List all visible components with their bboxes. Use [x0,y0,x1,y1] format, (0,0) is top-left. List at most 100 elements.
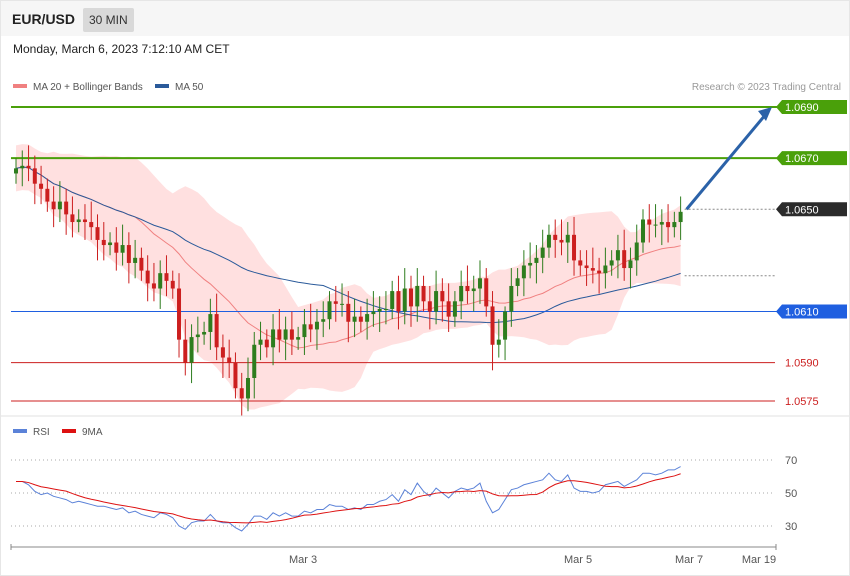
candle-body [503,311,508,340]
candle-body [477,278,482,289]
rsi-tick-label: 50 [785,488,797,500]
candle-body [509,285,514,312]
candle-body [446,301,451,317]
candle-body [615,250,620,261]
candle-body [271,329,276,348]
candle-body [390,291,395,309]
candle-body [314,321,319,330]
candle-body [659,222,664,225]
candle-body [214,314,219,348]
candle-body [70,214,75,223]
candle-body [39,183,44,189]
level-tag-pivot [776,304,847,319]
candle-body [164,273,169,281]
candle-body [490,306,495,345]
candle-body [327,301,332,320]
ma50-legend-label: MA 50 [175,82,204,93]
candle-body [139,257,144,271]
candle-body [534,257,539,263]
candle-body [95,227,100,240]
candle-body [170,280,175,289]
candle-body [515,278,520,286]
level-label: 1.0670 [785,153,819,165]
candle-body [409,288,414,307]
candle-body [208,314,213,332]
candle-body [434,291,439,312]
candle-body [634,242,639,261]
candle-body [452,301,457,317]
level-tag-resistance [776,151,847,166]
candle-body [120,245,125,253]
candle-body [584,265,589,269]
candle-body [396,291,401,312]
candle-body [183,339,188,363]
candle-body [340,303,345,305]
candle-body [151,283,156,289]
candle-body [258,339,263,345]
candle-body [114,242,119,253]
candle-body [108,242,113,246]
candle-body [57,201,62,210]
candle-body [421,285,426,302]
level-label: 1.0575 [785,396,819,408]
candle-body [578,260,583,266]
candle-body [628,260,633,269]
candle-body [672,222,677,228]
candle-body [377,308,382,312]
candle-body [45,188,50,202]
time-tick-label: Mar 19 [742,554,776,566]
candle-body [590,268,595,271]
symbol-title: EUR/USD [12,11,76,27]
candle-body [158,273,163,289]
candle-body [177,288,182,340]
bollinger-bands [15,144,681,410]
candle-body [459,285,464,302]
candle-body [678,211,683,223]
candle-body [641,219,645,243]
chart-datetime: Monday, March 6, 2023 7:12:10 AM CET [13,42,230,56]
candle-body [32,168,37,184]
candle-body [572,234,577,261]
candle-body [202,331,207,335]
time-axis: Mar 3 Mar 5 Mar 7 Mar 19 [10,544,777,566]
candle-body [609,260,614,266]
candle-body [277,329,282,340]
target-arrow-line [685,113,768,211]
candle-body [283,329,288,340]
candle-body [302,324,307,338]
level-tag-current [776,202,847,217]
candle-body [26,165,31,169]
timeframe-badge[interactable]: 30 MIN [83,8,134,32]
candle-body [321,319,326,322]
candle-body [245,377,250,399]
candle-body [352,316,357,322]
candle-body [189,337,194,363]
candle-body [145,270,150,284]
target-arrow-head [758,107,772,121]
candle-body [308,324,313,330]
candle-body [64,201,69,215]
time-tick-label: Mar 3 [289,554,317,566]
candlesticks [14,145,683,417]
candle-body [358,316,363,322]
candle-body [20,165,25,169]
candle-body [126,245,131,263]
rsi-tick-label: 30 [785,521,797,533]
ma20-legend-swatch [13,84,27,88]
candle-body [559,239,564,243]
candle-body [89,222,94,228]
rsi-tick-label: 70 [785,455,797,467]
candle-body [465,285,470,292]
level-label: 1.0610 [785,307,819,319]
candle-body [427,301,432,312]
candle-body [365,314,370,322]
candle-body [195,334,200,338]
ma20-legend-label: MA 20 + Bollinger Bands [33,82,143,93]
candle-body [14,168,18,174]
candle-body [51,201,56,210]
time-tick-label: Mar 5 [564,554,592,566]
candle-body [546,234,551,248]
level-tag-resistance [776,100,847,114]
candle-body [553,234,558,240]
